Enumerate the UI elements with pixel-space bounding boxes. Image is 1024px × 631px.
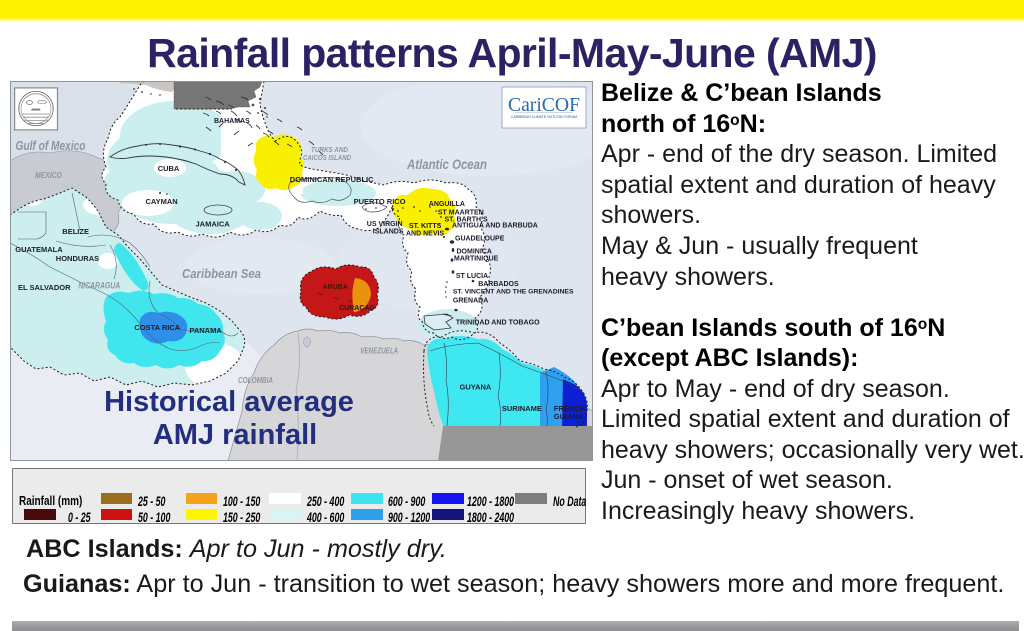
svg-text:GUATEMALA: GUATEMALA [15,245,63,254]
svg-text:CARIBBEAN CLIMATE OUTLOOK FORU: CARIBBEAN CLIMATE OUTLOOK FORUM [511,115,577,119]
svg-text:SURINAME: SURINAME [502,404,542,413]
svg-text:PANAMA: PANAMA [189,326,222,335]
svg-text:ANTIGUA AND BARBUDA: ANTIGUA AND BARBUDA [452,223,538,230]
svg-text:GUIANA: GUIANA [554,412,584,421]
svg-text:COSTA RICA: COSTA RICA [134,323,180,332]
svg-text:VENEZUELA: VENEZUELA [360,346,398,355]
svg-text:MARTINIQUE: MARTINIQUE [454,256,499,263]
svg-text:CURAÇAO: CURAÇAO [339,305,375,312]
svg-text:COLOMBIA: COLOMBIA [238,376,273,385]
svg-text:Gulf of Mexico: Gulf of Mexico [16,138,86,153]
svg-text:ST LUCIA: ST LUCIA [456,273,488,280]
svg-text:BAHAMAS: BAHAMAS [214,118,250,125]
svg-text:ST. KITTS: ST. KITTS [409,223,442,230]
svg-text:DOMINICA: DOMINICA [457,248,492,255]
svg-text:EL SALVADOR: EL SALVADOR [18,283,71,292]
svg-text:HONDURAS: HONDURAS [56,254,99,263]
svg-text:BARBADOS: BARBADOS [478,281,519,288]
svg-text:CAICOS ISLAND: CAICOS ISLAND [303,155,351,162]
svg-text:ANGUILLA: ANGUILLA [429,201,465,208]
svg-text:PUERTO RICO: PUERTO RICO [354,197,406,206]
svg-text:JAMAICA: JAMAICA [196,220,231,229]
svg-text:ISLANDS: ISLANDS [373,229,404,236]
svg-text:NICARAGUA: NICARAGUA [78,281,120,292]
svg-text:ST. BARTH’S: ST. BARTH’S [445,217,489,224]
svg-text:GUADELOUPE: GUADELOUPE [455,235,505,242]
svg-text:Historical average: Historical average [104,386,354,418]
svg-text:TURKS AND: TURKS AND [311,147,348,154]
svg-text:MEXICO: MEXICO [35,171,63,180]
svg-text:Atlantic Ocean: Atlantic Ocean [406,157,487,172]
svg-text:GUYANA: GUYANA [460,383,492,392]
svg-text:BELIZE: BELIZE [62,227,89,236]
svg-text:ST MAARTEN: ST MAARTEN [438,210,484,217]
svg-text:AND NEVIS: AND NEVIS [406,231,444,238]
svg-text:DOMINICAN REPUBLIC: DOMINICAN REPUBLIC [290,175,374,184]
svg-text:FRENCH: FRENCH [554,404,585,413]
svg-text:Caribbean Sea: Caribbean Sea [182,267,261,281]
svg-text:CUBA: CUBA [158,164,180,173]
svg-text:AMJ rainfall: AMJ rainfall [153,419,317,451]
svg-text:TRINIDAD AND TOBAGO: TRINIDAD AND TOBAGO [456,318,540,327]
svg-text:CAYMAN: CAYMAN [146,197,178,206]
svg-text:CariCOF: CariCOF [508,94,580,116]
svg-text:ARUBA: ARUBA [323,284,348,291]
svg-text:GRENADA: GRENADA [453,298,488,305]
svg-text:ST. VINCENT AND THE GRENADINES: ST. VINCENT AND THE GRENADINES [453,289,574,296]
svg-text:US VIRGIN: US VIRGIN [367,221,403,228]
